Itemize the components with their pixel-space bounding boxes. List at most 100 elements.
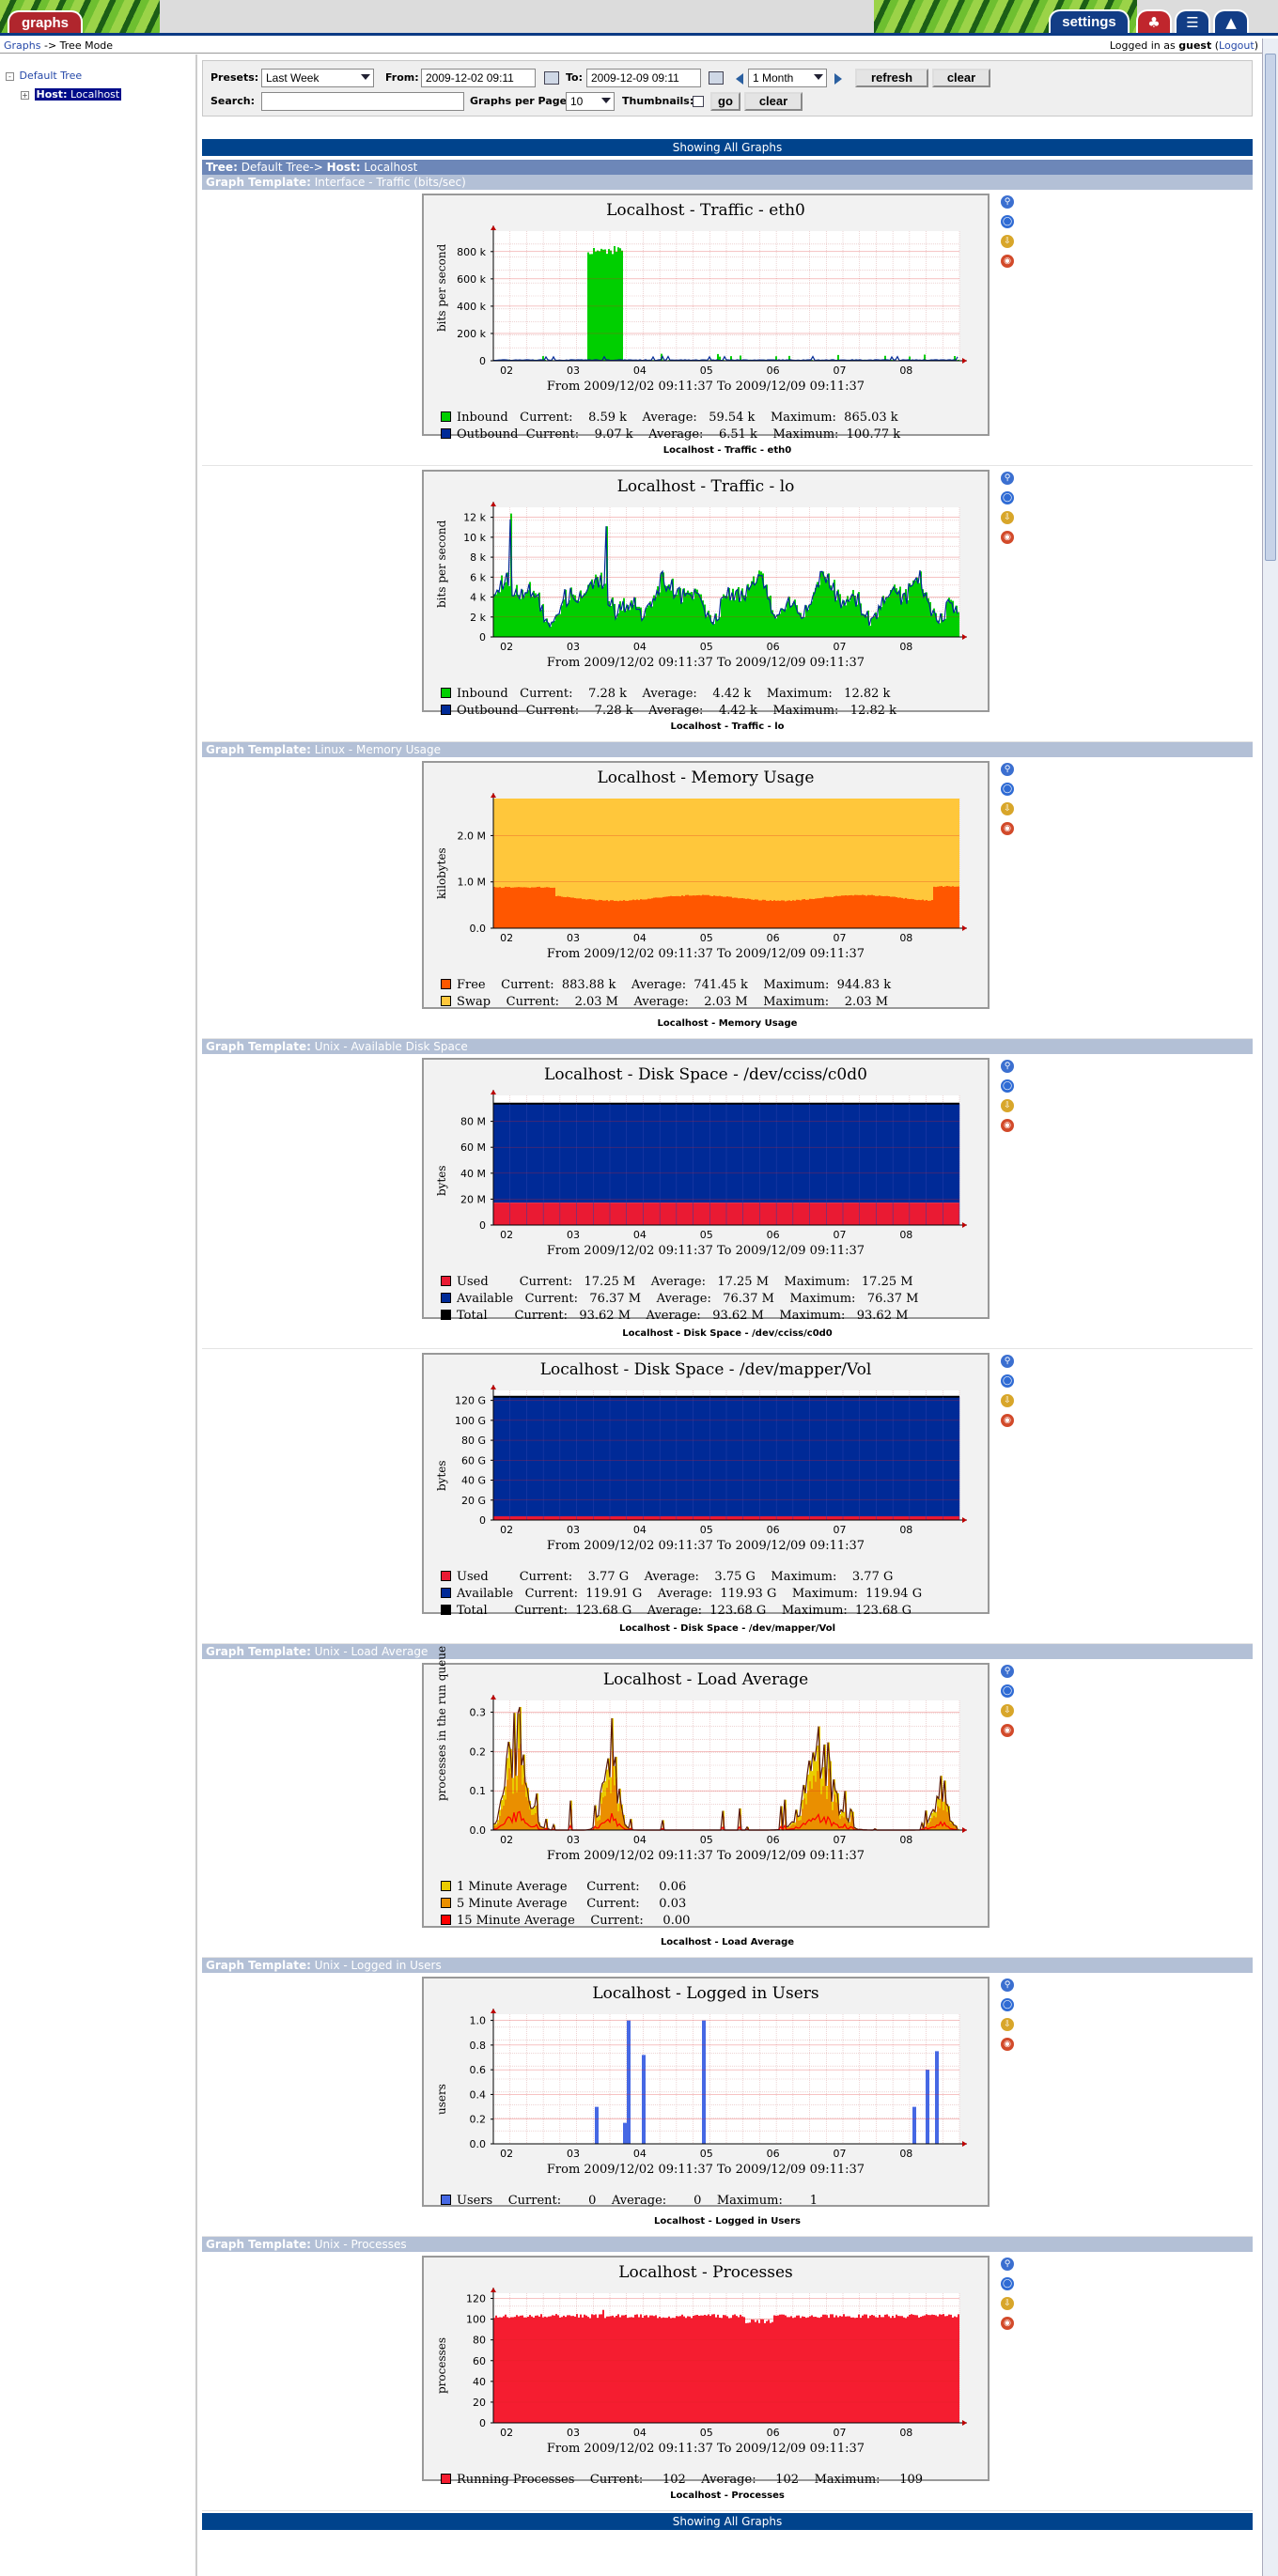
x-axis-arrow — [962, 358, 967, 364]
legend-swatch — [441, 1605, 451, 1615]
y-tick-label: 100 G — [455, 1415, 486, 1427]
csv-export-icon[interactable]: ⇩ — [1001, 1704, 1014, 1717]
graph-tree: - Default Tree + Host: Localhost — [0, 54, 197, 2576]
calendar-icon[interactable] — [544, 71, 559, 85]
tab-graphs[interactable]: graphs — [8, 10, 83, 33]
clear-search-button[interactable]: clear — [744, 92, 803, 111]
y-tick-label: 200 k — [457, 328, 486, 340]
y-tick-label: 0 — [479, 2417, 486, 2429]
debug-icon[interactable]: ◉ — [1001, 1724, 1014, 1737]
x-tick-label: 08 — [899, 641, 912, 653]
x-tick-label: 04 — [633, 932, 647, 944]
timespan-icon[interactable]: ◯ — [1001, 1998, 1014, 2011]
refresh-button[interactable]: refresh — [855, 69, 928, 87]
graph-plot: 0 20 M 40 M 60 M 80 M 02 03 04 05 06 07 08 — [460, 1090, 967, 1241]
thumbnails-checkbox[interactable] — [693, 96, 704, 107]
login-prefix: Logged in as — [1109, 39, 1176, 52]
graph-template-label: Graph Template: — [206, 1040, 311, 1053]
breadcrumb-graphs-link[interactable]: Graphs — [4, 39, 41, 52]
debug-icon[interactable]: ◉ — [1001, 822, 1014, 835]
zoom-icon[interactable]: ⚲ — [1001, 472, 1014, 485]
legend-swatch — [441, 705, 451, 715]
search-input[interactable] — [261, 92, 464, 111]
collapse-icon[interactable]: - — [6, 71, 14, 81]
csv-export-icon[interactable]: ⇩ — [1001, 1394, 1014, 1407]
timespan-icon[interactable]: ◯ — [1001, 491, 1014, 504]
graph-title: Localhost - Traffic - eth0 — [606, 201, 805, 220]
from-date-input[interactable]: 2009-12-02 09:11 — [421, 69, 536, 87]
graph-image[interactable]: Localhost - Disk Space - /dev/mapper/Vol… — [422, 1353, 990, 1618]
timespan-icon[interactable]: ◯ — [1001, 1684, 1014, 1698]
legend-entry: 15 Minute Average Current: 0.00 — [441, 1913, 690, 1930]
x-tick-label: 08 — [899, 2427, 912, 2439]
debug-icon[interactable]: ◉ — [1001, 1119, 1014, 1132]
graph-image[interactable]: Localhost - Disk Space - /dev/cciss/c0d0… — [422, 1058, 990, 1323]
timespan-icon[interactable]: ◯ — [1001, 783, 1014, 796]
zoom-icon[interactable]: ⚲ — [1001, 1060, 1014, 1073]
graph-image[interactable]: Localhost - Traffic - eth0 bits per secon… — [422, 194, 990, 442]
graphs-per-page-select[interactable]: 10 — [566, 92, 615, 111]
zoom-icon[interactable]: ⚲ — [1001, 1665, 1014, 1678]
zoom-icon[interactable]: ⚲ — [1001, 1979, 1014, 1992]
csv-export-icon[interactable]: ⇩ — [1001, 1099, 1014, 1112]
timespan-icon[interactable]: ◯ — [1001, 215, 1014, 228]
y-tick-label: 0.0 — [470, 2138, 487, 2150]
graph-image[interactable]: Localhost - Traffic - lo bits per second 0… — [422, 470, 990, 718]
tree-root[interactable]: - Default Tree — [6, 70, 82, 82]
go-button[interactable]: go — [710, 92, 740, 111]
debug-icon[interactable]: ◉ — [1001, 2317, 1014, 2330]
timespan-icon[interactable]: ◯ — [1001, 2277, 1014, 2290]
shift-right-icon[interactable] — [834, 73, 842, 85]
timespan-shift-select[interactable]: 1 Month — [748, 69, 827, 87]
clear-button[interactable]: clear — [932, 69, 990, 87]
to-date-input[interactable]: 2009-12-09 09:11 — [586, 69, 701, 87]
calendar-icon[interactable] — [709, 71, 724, 85]
graph-caption: Localhost - Disk Space - /dev/cciss/c0d0 — [622, 1328, 833, 1339]
preview-view-icon[interactable]: ▲ — [1213, 9, 1249, 33]
tree-host-label[interactable]: Host: Localhost — [34, 88, 122, 101]
zoom-icon[interactable]: ⚲ — [1001, 763, 1014, 776]
graph-image[interactable]: Localhost - Logged in Users users 0.0 0.2 0.… — [422, 1977, 990, 2208]
debug-icon[interactable]: ◉ — [1001, 255, 1014, 268]
tree-view-icon[interactable]: ♣ — [1136, 9, 1172, 33]
scrollbar-thumb[interactable] — [1265, 54, 1276, 561]
tree-root-label[interactable]: Default Tree — [19, 70, 83, 82]
legend-entry: Available Current: 119.91 G Average: 119… — [441, 1586, 922, 1603]
csv-export-icon[interactable]: ⇩ — [1001, 2297, 1014, 2310]
debug-icon[interactable]: ◉ — [1001, 1414, 1014, 1427]
x-tick-label: 05 — [700, 1229, 713, 1241]
list-view-icon[interactable]: ☰ — [1175, 9, 1210, 33]
tab-settings[interactable]: settings — [1049, 9, 1130, 33]
zoom-icon[interactable]: ⚲ — [1001, 2258, 1014, 2271]
expand-icon[interactable]: + — [21, 90, 29, 100]
debug-icon[interactable]: ◉ — [1001, 531, 1014, 544]
x-tick-label: 03 — [567, 1229, 580, 1241]
y-axis-arrow — [491, 2009, 496, 2013]
from-label: From: — [385, 71, 419, 84]
csv-export-icon[interactable]: ⇩ — [1001, 511, 1014, 524]
legend-text: Total Current: 93.62 M Average: 93.62 M … — [457, 1309, 909, 1323]
timespan-icon[interactable]: ◯ — [1001, 1374, 1014, 1388]
debug-icon[interactable]: ◉ — [1001, 2038, 1014, 2051]
zoom-icon[interactable]: ⚲ — [1001, 195, 1014, 209]
graph-image[interactable]: Localhost - Load Average processes in the… — [422, 1646, 990, 1930]
x-tick-label: 03 — [567, 2148, 580, 2160]
shift-left-icon[interactable] — [736, 73, 743, 85]
showing-all-graphs-banner-bottom: Showing All Graphs — [202, 2513, 1253, 2530]
csv-export-icon[interactable]: ⇩ — [1001, 802, 1014, 815]
csv-export-icon[interactable]: ⇩ — [1001, 2018, 1014, 2031]
graph-image[interactable]: Localhost - Memory Usage kilobytes 0.0 1.0 … — [422, 761, 990, 1009]
graph-actions: ⚲ ◯ ⇩ ◉ — [1001, 1665, 1016, 1744]
graph-image[interactable]: Localhost - Processes processes 0 20 40 60 80 1… — [422, 2256, 990, 2487]
graph-caption: Localhost - Memory Usage — [657, 1018, 798, 1029]
legend-swatch — [441, 1276, 451, 1286]
logout-link[interactable]: Logout — [1219, 39, 1255, 52]
zoom-icon[interactable]: ⚲ — [1001, 1355, 1014, 1368]
tree-host-item[interactable]: + Host: Localhost — [21, 88, 122, 101]
y-axis-arrow — [491, 793, 496, 798]
thumbnails-label: Thumbnails: — [622, 95, 694, 107]
csv-export-icon[interactable]: ⇩ — [1001, 235, 1014, 248]
timespan-icon[interactable]: ◯ — [1001, 1079, 1014, 1093]
vertical-scrollbar[interactable] — [1262, 39, 1278, 2576]
presets-select[interactable]: Last Week — [261, 69, 374, 87]
